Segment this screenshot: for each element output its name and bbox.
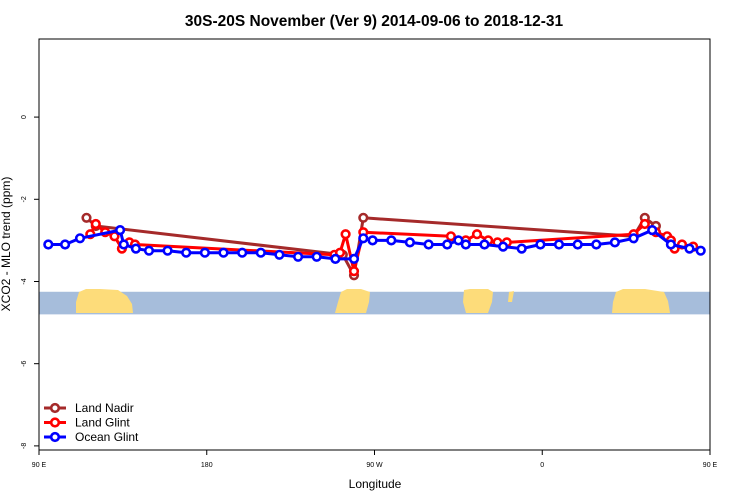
data-point-ocean-glint bbox=[255, 247, 266, 258]
data-point-ocean-glint bbox=[453, 235, 464, 246]
data-point-ocean-glint bbox=[59, 239, 71, 250]
data-point-ocean-glint bbox=[460, 239, 471, 250]
data-point-ocean-glint bbox=[43, 239, 54, 250]
data-point-land-glint bbox=[445, 231, 457, 242]
data-point-ocean-glint bbox=[572, 239, 583, 250]
data-point-ocean-glint bbox=[237, 247, 248, 258]
data-point-land-nadir bbox=[81, 212, 92, 223]
australia-shape bbox=[76, 289, 133, 313]
data-point-ocean-glint bbox=[114, 225, 126, 236]
data-point-ocean-glint bbox=[274, 249, 285, 260]
y-axis-label: XCO2 - MLO trend (ppm) bbox=[0, 177, 13, 312]
data-point-ocean-glint bbox=[181, 247, 192, 258]
data-point-ocean-glint bbox=[404, 237, 416, 248]
data-point-ocean-glint bbox=[479, 239, 490, 250]
australia-shape-repeat bbox=[612, 289, 670, 313]
data-point-land-nadir bbox=[358, 212, 369, 223]
data-point-ocean-glint bbox=[553, 239, 565, 250]
y-tick-label: -4 bbox=[21, 278, 28, 284]
data-point-ocean-glint bbox=[348, 253, 360, 264]
data-point-land-glint bbox=[639, 218, 650, 230]
legend-swatch-marker bbox=[49, 417, 61, 428]
x-axis: 90 E 180 90 W 0 90 E bbox=[32, 450, 718, 469]
data-point-ocean-glint bbox=[367, 235, 378, 246]
data-point-ocean-glint bbox=[199, 247, 210, 258]
data-point-ocean-glint bbox=[218, 247, 229, 258]
data-point-ocean-glint bbox=[684, 243, 695, 254]
ocean-band bbox=[39, 291, 710, 315]
data-point-ocean-glint bbox=[130, 243, 141, 254]
data-point-ocean-glint bbox=[330, 253, 341, 264]
data-point-land-glint bbox=[348, 266, 360, 277]
y-tick-label: -2 bbox=[21, 196, 28, 202]
data-point-ocean-glint bbox=[609, 237, 621, 248]
data-point-ocean-glint bbox=[647, 225, 658, 236]
data-point-ocean-glint bbox=[665, 239, 677, 250]
chart-title: 30S-20S November (Ver 9) 2014-09-06 to 2… bbox=[185, 13, 564, 30]
series-line-land-glint bbox=[88, 222, 694, 273]
legend-label: Ocean Glint bbox=[75, 430, 139, 444]
x-tick-label: 90 W bbox=[366, 462, 383, 469]
south-america-shape bbox=[335, 289, 370, 313]
legend-item-ocean-glint: Ocean Glint bbox=[44, 430, 139, 444]
legend-swatch-marker bbox=[49, 402, 61, 414]
y-tick-label: 0 bbox=[21, 115, 28, 119]
series-ocean-glint bbox=[43, 225, 706, 264]
legend-item-land-nadir: Land Nadir bbox=[44, 401, 134, 415]
legend-label: Land Glint bbox=[75, 416, 130, 430]
data-point-ocean-glint bbox=[311, 251, 322, 262]
data-point-land-glint bbox=[90, 218, 101, 230]
data-point-land-glint bbox=[340, 229, 351, 240]
x-tick-label: 90 E bbox=[32, 462, 47, 469]
data-point-ocean-glint bbox=[498, 241, 509, 252]
data-point-ocean-glint bbox=[118, 239, 129, 250]
x-axis-label: Longitude bbox=[349, 477, 402, 491]
data-point-ocean-glint bbox=[358, 233, 369, 244]
series-land-glint bbox=[85, 218, 699, 277]
y-tick-label: -8 bbox=[21, 443, 28, 449]
legend-swatch-marker bbox=[49, 431, 61, 443]
x-tick-label: 0 bbox=[540, 462, 544, 469]
data-point-ocean-glint bbox=[516, 243, 527, 254]
series-layer bbox=[43, 212, 706, 281]
data-point-ocean-glint bbox=[143, 245, 155, 256]
x-tick-label: 180 bbox=[201, 462, 213, 469]
legend-item-land-glint: Land Glint bbox=[44, 416, 130, 430]
data-point-ocean-glint bbox=[628, 233, 639, 244]
data-point-ocean-glint bbox=[293, 251, 304, 262]
data-point-ocean-glint bbox=[74, 233, 86, 244]
legend-label: Land Nadir bbox=[75, 401, 134, 415]
data-point-ocean-glint bbox=[442, 239, 453, 250]
data-point-ocean-glint bbox=[162, 245, 173, 256]
data-point-ocean-glint bbox=[695, 245, 706, 256]
africa-shape bbox=[463, 289, 493, 313]
data-point-ocean-glint bbox=[386, 235, 397, 246]
data-point-land-glint bbox=[471, 229, 483, 240]
data-point-ocean-glint bbox=[423, 239, 434, 250]
y-axis: 0 -2 -4 -6 -8 bbox=[21, 115, 39, 449]
madagascar-shape bbox=[508, 291, 514, 302]
land-ocean-map-strip bbox=[39, 289, 710, 315]
x-tick-label: 90 E bbox=[703, 462, 718, 469]
data-point-ocean-glint bbox=[535, 239, 546, 250]
y-tick-label: -6 bbox=[21, 360, 28, 366]
data-point-ocean-glint bbox=[591, 239, 602, 250]
